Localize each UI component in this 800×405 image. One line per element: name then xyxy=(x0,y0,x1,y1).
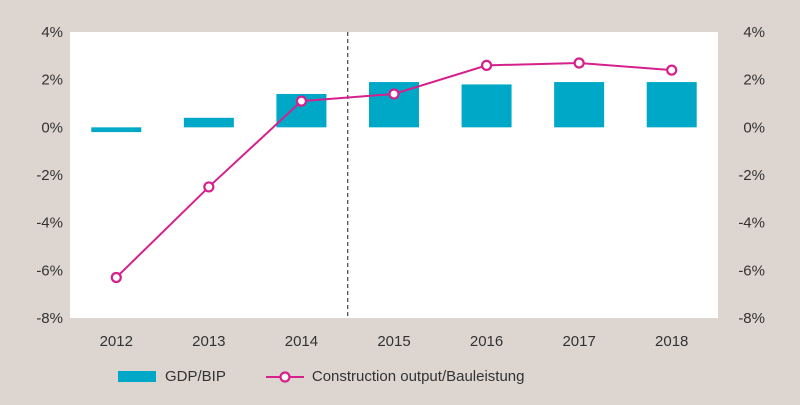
xtick-label: 2015 xyxy=(377,333,410,350)
ytick-left-label: -8% xyxy=(36,310,63,327)
ytick-left-label: -6% xyxy=(36,262,63,279)
ytick-right-label: -6% xyxy=(738,262,765,279)
ytick-right-label: -4% xyxy=(738,215,765,232)
bar-2012 xyxy=(91,127,142,133)
construction-point-2016 xyxy=(480,59,493,71)
ytick-left-label: -2% xyxy=(36,167,63,184)
construction-point-2012 xyxy=(110,271,122,284)
ytick-left-label: 4% xyxy=(41,24,63,41)
legend: GDP/BIP Construction output/Bauleistung xyxy=(118,368,565,385)
legend-item-construction: Construction output/Bauleistung xyxy=(265,368,525,385)
bar-2017 xyxy=(554,82,605,128)
bar-2013 xyxy=(183,117,234,128)
xtick-label: 2014 xyxy=(285,333,318,350)
xtick-label: 2017 xyxy=(562,333,595,350)
legend-label-gdp: GDP/BIP xyxy=(165,368,226,385)
xtick-label: 2018 xyxy=(655,333,688,350)
xtick-label: 2012 xyxy=(100,333,133,350)
bar-2016 xyxy=(461,84,512,128)
plot-area xyxy=(70,32,718,318)
ytick-right-label: 0% xyxy=(743,119,765,136)
construction-point-2015 xyxy=(388,88,400,100)
ytick-right-label: -8% xyxy=(738,310,765,327)
bar-2018 xyxy=(646,82,697,128)
ytick-left-label: 0% xyxy=(41,119,63,136)
construction-point-2013 xyxy=(203,181,215,193)
legend-bar-swatch xyxy=(118,371,156,382)
xtick-label: 2013 xyxy=(192,333,225,350)
ytick-right-label: 4% xyxy=(743,24,765,41)
legend-label-construction: Construction output/Bauleistung xyxy=(311,368,525,385)
ytick-left-label: 2% xyxy=(41,72,63,89)
construction-point-2014 xyxy=(295,95,308,107)
ytick-right-label: -2% xyxy=(738,167,765,184)
xtick-label: 2016 xyxy=(470,333,503,350)
legend-line-swatch xyxy=(265,370,304,383)
ytick-right-label: 2% xyxy=(743,72,765,89)
legend-item-gdp: GDP/BIP xyxy=(118,368,226,385)
construction-point-2018 xyxy=(666,64,678,76)
ytick-left-label: -4% xyxy=(36,215,63,232)
construction-point-2017 xyxy=(573,57,585,69)
